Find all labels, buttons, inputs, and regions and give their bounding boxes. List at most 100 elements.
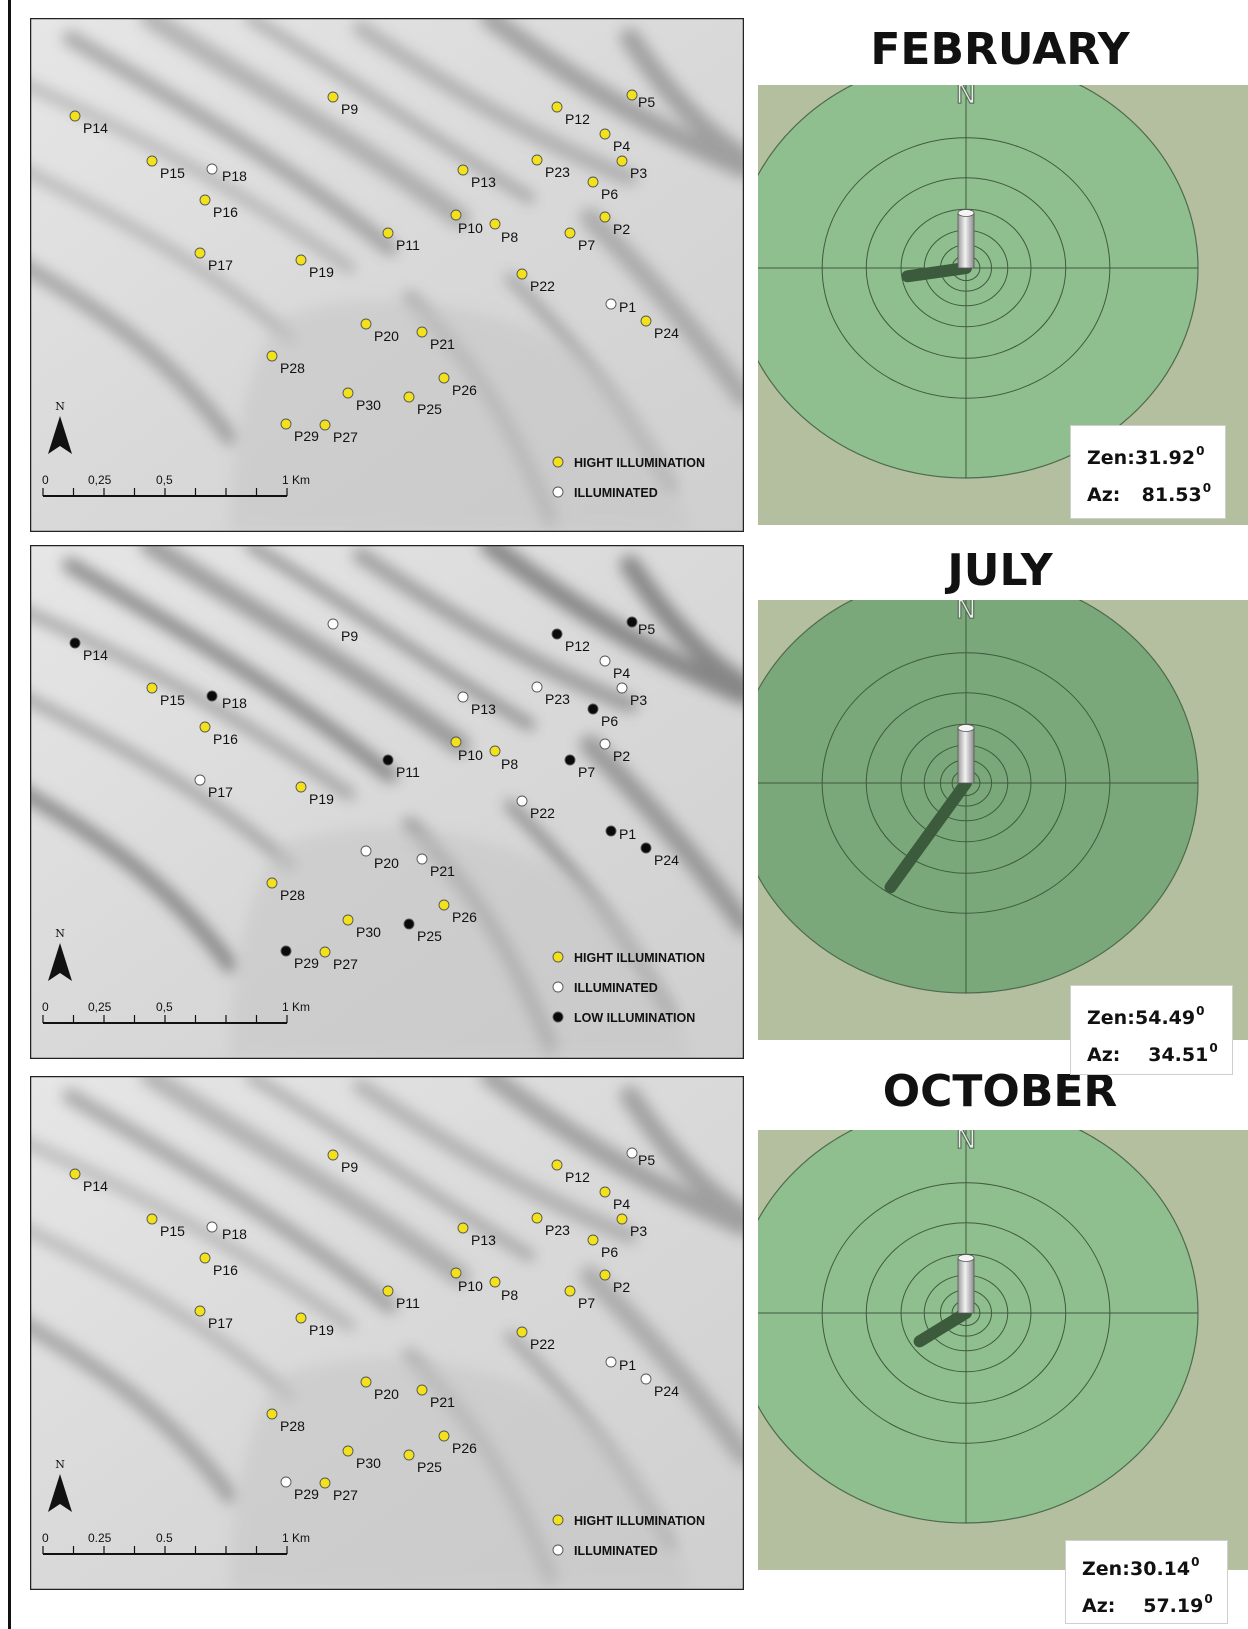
point-label: P4 <box>613 665 630 681</box>
sample-point-p5: P5 <box>626 616 655 637</box>
point-marker <box>616 155 628 167</box>
legend-swatch <box>552 1514 564 1526</box>
point-marker <box>146 682 158 694</box>
azimuth-label: Az: <box>1082 1595 1116 1617</box>
point-marker <box>531 1212 543 1224</box>
sample-point-p26: P26 <box>438 372 477 398</box>
point-marker <box>599 655 611 667</box>
sample-point-p9: P9 <box>327 91 358 117</box>
point-label: P26 <box>452 909 477 925</box>
point-marker <box>416 1384 428 1396</box>
scale-bar: 0 0,25 0,5 1 Km <box>42 473 310 497</box>
point-label: P17 <box>208 1315 233 1331</box>
degree-mark: 0 <box>1204 1592 1213 1606</box>
point-label: P1 <box>619 826 636 842</box>
sample-point-p6: P6 <box>587 176 618 202</box>
point-marker <box>551 628 563 640</box>
gnomon-pillar <box>957 1254 975 1314</box>
sample-point-p16: P16 <box>199 194 238 220</box>
point-label: P17 <box>208 784 233 800</box>
legend-swatch <box>552 486 564 498</box>
sample-point-p3: P3 <box>616 682 647 708</box>
sample-point-p25: P25 <box>403 918 442 944</box>
point-label: P19 <box>309 791 334 807</box>
zenith-label: Zen: <box>1082 1558 1130 1580</box>
gnomon-shadow <box>884 777 972 894</box>
sample-point-p18: P18 <box>206 690 247 711</box>
point-label: P30 <box>356 397 381 413</box>
point-label: P21 <box>430 336 455 352</box>
sample-point-p1: P1 <box>605 1356 636 1373</box>
sample-point-p4: P4 <box>599 128 630 154</box>
gnomon-pillar <box>957 724 975 784</box>
sample-point-p4: P4 <box>599 1186 630 1212</box>
point-marker <box>319 946 331 958</box>
point-label: P27 <box>333 956 358 972</box>
sample-point-p9: P9 <box>327 1149 358 1175</box>
sample-point-p18: P18 <box>206 163 247 184</box>
sample-point-p5: P5 <box>626 1147 655 1168</box>
zenith-label: Zen: <box>1087 1007 1135 1029</box>
degree-mark: 0 <box>1196 1004 1205 1018</box>
point-marker <box>438 1430 450 1442</box>
point-marker <box>327 1149 339 1161</box>
point-marker <box>194 247 206 259</box>
point-marker <box>280 1476 292 1488</box>
legend-item-high: HIGHT ILLUMINATION <box>552 456 705 470</box>
dial-north-label: N <box>956 1130 977 1155</box>
sample-point-p19: P19 <box>295 254 334 280</box>
sample-point-p19: P19 <box>295 1312 334 1338</box>
legend-swatch <box>552 1011 564 1023</box>
point-marker <box>605 1356 617 1368</box>
gnomon-shadow <box>901 262 972 283</box>
sample-point-p23: P23 <box>531 1212 570 1238</box>
sample-point-p17: P17 <box>194 1305 233 1331</box>
month-title-february: FEBRUARY <box>870 24 1130 75</box>
point-marker <box>531 681 543 693</box>
point-marker <box>640 842 652 854</box>
point-label: P15 <box>160 165 185 181</box>
point-marker <box>489 1276 501 1288</box>
point-label: P25 <box>417 928 442 944</box>
point-marker <box>599 1186 611 1198</box>
gnomon-shadow <box>913 1307 972 1348</box>
point-marker <box>327 618 339 630</box>
point-marker <box>206 163 218 175</box>
point-label: P26 <box>452 382 477 398</box>
legend-item-high: HIGHT ILLUMINATION <box>552 951 705 965</box>
point-marker <box>599 211 611 223</box>
sample-point-p9: P9 <box>327 618 358 644</box>
point-label: P18 <box>222 168 247 184</box>
zenith-value: 54.49 <box>1135 1007 1196 1029</box>
sample-point-p6: P6 <box>587 1234 618 1260</box>
terrain-ridges <box>30 1076 744 1584</box>
point-marker <box>489 745 501 757</box>
point-marker <box>342 914 354 926</box>
point-label: P2 <box>613 221 630 237</box>
sample-point-p14: P14 <box>69 110 108 136</box>
point-marker <box>360 845 372 857</box>
point-marker <box>206 1221 218 1233</box>
point-marker <box>382 1285 394 1297</box>
azimuth-label: Az: <box>1087 1044 1121 1066</box>
point-label: P14 <box>83 1178 108 1194</box>
sample-point-p8: P8 <box>489 218 518 245</box>
point-marker <box>382 227 394 239</box>
north-arrow-label: N <box>55 400 65 413</box>
point-label: P16 <box>213 204 238 220</box>
sample-point-p8: P8 <box>489 1276 518 1303</box>
azimuth-value: 81.53 <box>1141 484 1202 506</box>
point-label: P17 <box>208 257 233 273</box>
point-label: P4 <box>613 138 630 154</box>
point-label: P18 <box>222 695 247 711</box>
point-marker <box>342 1445 354 1457</box>
north-arrow-icon: N <box>48 400 72 454</box>
point-marker <box>551 101 563 113</box>
sample-point-p22: P22 <box>516 268 555 294</box>
sample-point-p2: P2 <box>599 211 630 237</box>
sample-point-p28: P28 <box>266 1408 305 1434</box>
point-marker <box>587 1234 599 1246</box>
point-marker <box>69 637 81 649</box>
map-panel-october: P1 P2 P3 P4 P5 P6 P7 P8 P9 P10 P11 P12 P13 P14 P15 P16 P… <box>30 1076 744 1590</box>
point-label: P12 <box>565 111 590 127</box>
